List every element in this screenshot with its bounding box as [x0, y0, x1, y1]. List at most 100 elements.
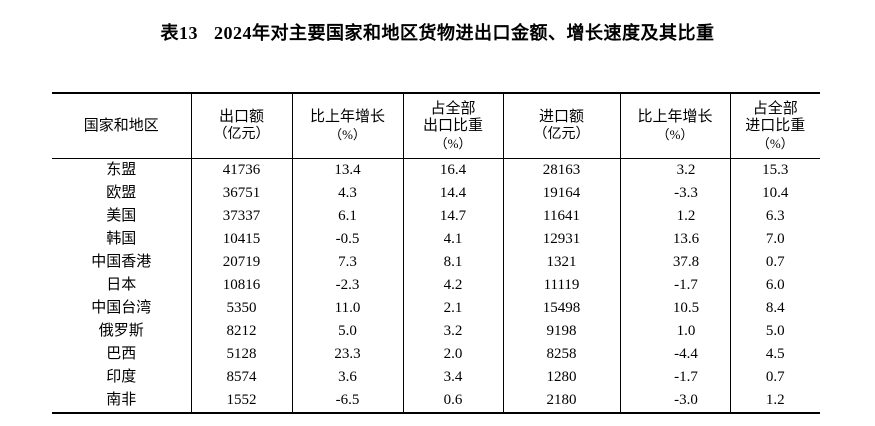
cell-import-share: 1.2: [729, 389, 820, 413]
cell-export-growth: 5.0: [291, 320, 403, 343]
cell-import-value: 9198: [502, 320, 620, 343]
table-row: 韩国 10415 -0.5 4.1 12931 13.6 7.0: [52, 228, 820, 251]
cell-region: 中国台湾: [91, 300, 152, 316]
cell-import-value: 8258: [502, 343, 620, 366]
cell-import-share: 4.5: [729, 343, 820, 366]
cell-import-share: 6.3: [729, 205, 820, 228]
cell-export-value: 10415: [190, 228, 292, 251]
cell-export-value: 1552: [190, 389, 292, 413]
cell-import-share: 8.4: [729, 297, 820, 320]
header-export-growth: 比上年增长 （%）: [291, 93, 403, 159]
cell-import-growth: 3.2: [619, 158, 730, 182]
cell-region: 欧盟: [106, 185, 137, 201]
cell-import-share: 7.0: [729, 228, 820, 251]
header-row: 国家和地区 出口额 （亿元） 比上年增长 （%） 占全部 出口比重 （%） 进口…: [52, 93, 820, 159]
cell-import-value: 11119: [502, 274, 620, 297]
cell-import-value: 19164: [502, 182, 620, 205]
cell-import-value: 11641: [502, 205, 620, 228]
cell-export-growth: 6.1: [291, 205, 403, 228]
header-import-share: 占全部 进口比重 （%）: [729, 93, 820, 159]
cell-region: 韩国: [106, 231, 137, 247]
cell-export-growth: -6.5: [291, 389, 403, 413]
cell-export-value: 41736: [190, 158, 292, 182]
cell-export-share: 4.2: [402, 274, 503, 297]
header-import-growth: 比上年增长 （%）: [619, 93, 730, 159]
table-title: 表13 2024年对主要国家和地区货物进出口金额、增长速度及其比重: [0, 21, 875, 45]
cell-export-growth: 4.3: [291, 182, 403, 205]
cell-import-value: 28163: [502, 158, 620, 182]
cell-import-growth: -3.0: [619, 389, 730, 413]
table-row: 欧盟 36751 4.3 14.4 19164 -3.3 10.4: [52, 182, 820, 205]
cell-import-value: 12931: [502, 228, 620, 251]
cell-export-value: 10816: [190, 274, 292, 297]
cell-region: 日本: [106, 277, 137, 293]
table-row: 南非 1552 -6.5 0.6 2180 -3.0 1.2: [52, 389, 820, 413]
cell-export-value: 36751: [190, 182, 292, 205]
cell-import-value: 15498: [502, 297, 620, 320]
cell-export-share: 4.1: [402, 228, 503, 251]
cell-import-growth: -1.7: [619, 274, 730, 297]
cell-export-growth: -0.5: [291, 228, 403, 251]
cell-export-share: 2.0: [402, 343, 503, 366]
header-export-value: 出口额 （亿元）: [190, 93, 292, 159]
cell-region: 印度: [106, 369, 137, 385]
table-row: 东盟 41736 13.4 16.4 28163 3.2 15.3: [52, 158, 820, 182]
cell-import-growth: -3.3: [619, 182, 730, 205]
cell-export-growth: 23.3: [291, 343, 403, 366]
cell-import-value: 1280: [502, 366, 620, 389]
cell-export-growth: 11.0: [291, 297, 403, 320]
cell-export-growth: -2.3: [291, 274, 403, 297]
cell-region: 巴西: [106, 346, 137, 362]
cell-export-value: 20719: [190, 251, 292, 274]
cell-export-share: 16.4: [402, 158, 503, 182]
cell-export-share: 14.7: [402, 205, 503, 228]
header-export-share: 占全部 出口比重 （%）: [402, 93, 503, 159]
cell-import-share: 10.4: [729, 182, 820, 205]
cell-import-share: 0.7: [729, 366, 820, 389]
cell-export-value: 8574: [190, 366, 292, 389]
cell-import-growth: 1.2: [619, 205, 730, 228]
cell-region: 俄罗斯: [98, 323, 144, 339]
cell-export-value: 37337: [190, 205, 292, 228]
table-body: 东盟 41736 13.4 16.4 28163 3.2 15.3 欧盟 36751 4.3 14…: [52, 158, 820, 413]
cell-export-share: 8.1: [402, 251, 503, 274]
cell-import-share: 6.0: [729, 274, 820, 297]
cell-import-share: 5.0: [729, 320, 820, 343]
header-import-value: 进口额 （亿元）: [502, 93, 620, 159]
table-row: 中国台湾 5350 11.0 2.1 15498 10.5 8.4: [52, 297, 820, 320]
cell-region: 美国: [106, 208, 137, 224]
cell-export-growth: 13.4: [291, 158, 403, 182]
table-row: 俄罗斯 8212 5.0 3.2 9198 1.0 5.0: [52, 320, 820, 343]
cell-region: 南非: [106, 392, 137, 408]
cell-import-growth: 13.6: [619, 228, 730, 251]
cell-import-growth: -1.7: [619, 366, 730, 389]
cell-import-value: 1321: [502, 251, 620, 274]
cell-export-value: 5128: [190, 343, 292, 366]
cell-import-value: 2180: [502, 389, 620, 413]
table-header: 国家和地区 出口额 （亿元） 比上年增长 （%） 占全部 出口比重 （%） 进口…: [52, 93, 820, 159]
cell-export-growth: 3.6: [291, 366, 403, 389]
cell-export-share: 14.4: [402, 182, 503, 205]
trade-table: 国家和地区 出口额 （亿元） 比上年增长 （%） 占全部 出口比重 （%） 进口…: [52, 92, 820, 414]
cell-import-growth: 37.8: [619, 251, 730, 274]
cell-export-share: 3.4: [402, 366, 503, 389]
cell-export-share: 0.6: [402, 389, 503, 413]
table-row: 美国 37337 6.1 14.7 11641 1.2 6.3: [52, 205, 820, 228]
cell-import-share: 15.3: [729, 158, 820, 182]
cell-import-growth: 10.5: [619, 297, 730, 320]
table-title-text: 2024年对主要国家和地区货物进出口金额、增长速度及其比重: [214, 23, 715, 43]
cell-import-growth: -4.4: [619, 343, 730, 366]
header-region: 国家和地区: [52, 93, 191, 159]
cell-import-share: 0.7: [729, 251, 820, 274]
cell-export-growth: 7.3: [291, 251, 403, 274]
table-row: 中国香港 20719 7.3 8.1 1321 37.8 0.7: [52, 251, 820, 274]
cell-export-share: 2.1: [402, 297, 503, 320]
cell-import-growth: 1.0: [619, 320, 730, 343]
cell-export-value: 8212: [190, 320, 292, 343]
cell-export-value: 5350: [190, 297, 292, 320]
table-row: 日本 10816 -2.3 4.2 11119 -1.7 6.0: [52, 274, 820, 297]
table-row: 巴西 5128 23.3 2.0 8258 -4.4 4.5: [52, 343, 820, 366]
table-number-label: 表13: [160, 23, 198, 43]
cell-export-share: 3.2: [402, 320, 503, 343]
